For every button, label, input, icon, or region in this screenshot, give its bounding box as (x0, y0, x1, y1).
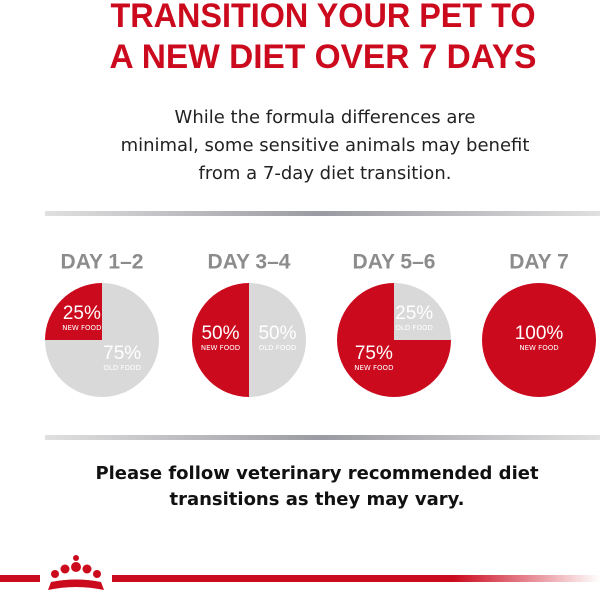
slice-label: 50% (258, 323, 296, 344)
divider (45, 211, 600, 216)
slice-label: 50% (201, 323, 239, 344)
brand-bar (0, 555, 600, 590)
footer: Please follow veterinary recommended die… (95, 463, 539, 484)
pie-title: DAY 3–4 (208, 251, 291, 274)
slice-category: OLD FOOD (395, 324, 432, 332)
pie-slice (45, 283, 102, 340)
slice-category: NEW FOOD (201, 344, 240, 352)
slice-label: 25% (63, 303, 101, 324)
divider (45, 435, 600, 440)
title: A NEW DIET OVER 7 DAYS (110, 38, 537, 76)
pie-slice (394, 283, 451, 340)
slice-label: 75% (355, 343, 393, 364)
pie-title: DAY 7 (509, 251, 569, 274)
subtitle: minimal, some sensitive animals may bene… (121, 135, 530, 156)
footer: transitions as they may vary. (169, 489, 464, 510)
slice-category: NEW FOOD (519, 344, 558, 352)
slice-category: NEW FOOD (354, 364, 393, 372)
subtitle: While the formula differences are (175, 107, 476, 128)
slice-category: OLD FOOD (103, 364, 140, 372)
slice-label: 100% (515, 323, 564, 344)
slice-label: 75% (103, 343, 141, 364)
subtitle: from a 7-day diet transition. (199, 163, 452, 184)
slice-label: 25% (395, 303, 433, 324)
pie-slice (482, 283, 596, 397)
pie-slice (192, 283, 249, 397)
slice-category: OLD FOOD (259, 344, 296, 352)
pie-title: DAY 1–2 (61, 251, 144, 274)
slice-category: NEW FOOD (62, 324, 101, 332)
title: TRANSITION YOUR PET TO (111, 0, 536, 35)
pie-title: DAY 5–6 (353, 251, 436, 274)
pie-slice (337, 283, 451, 397)
pie-slice (249, 283, 306, 397)
